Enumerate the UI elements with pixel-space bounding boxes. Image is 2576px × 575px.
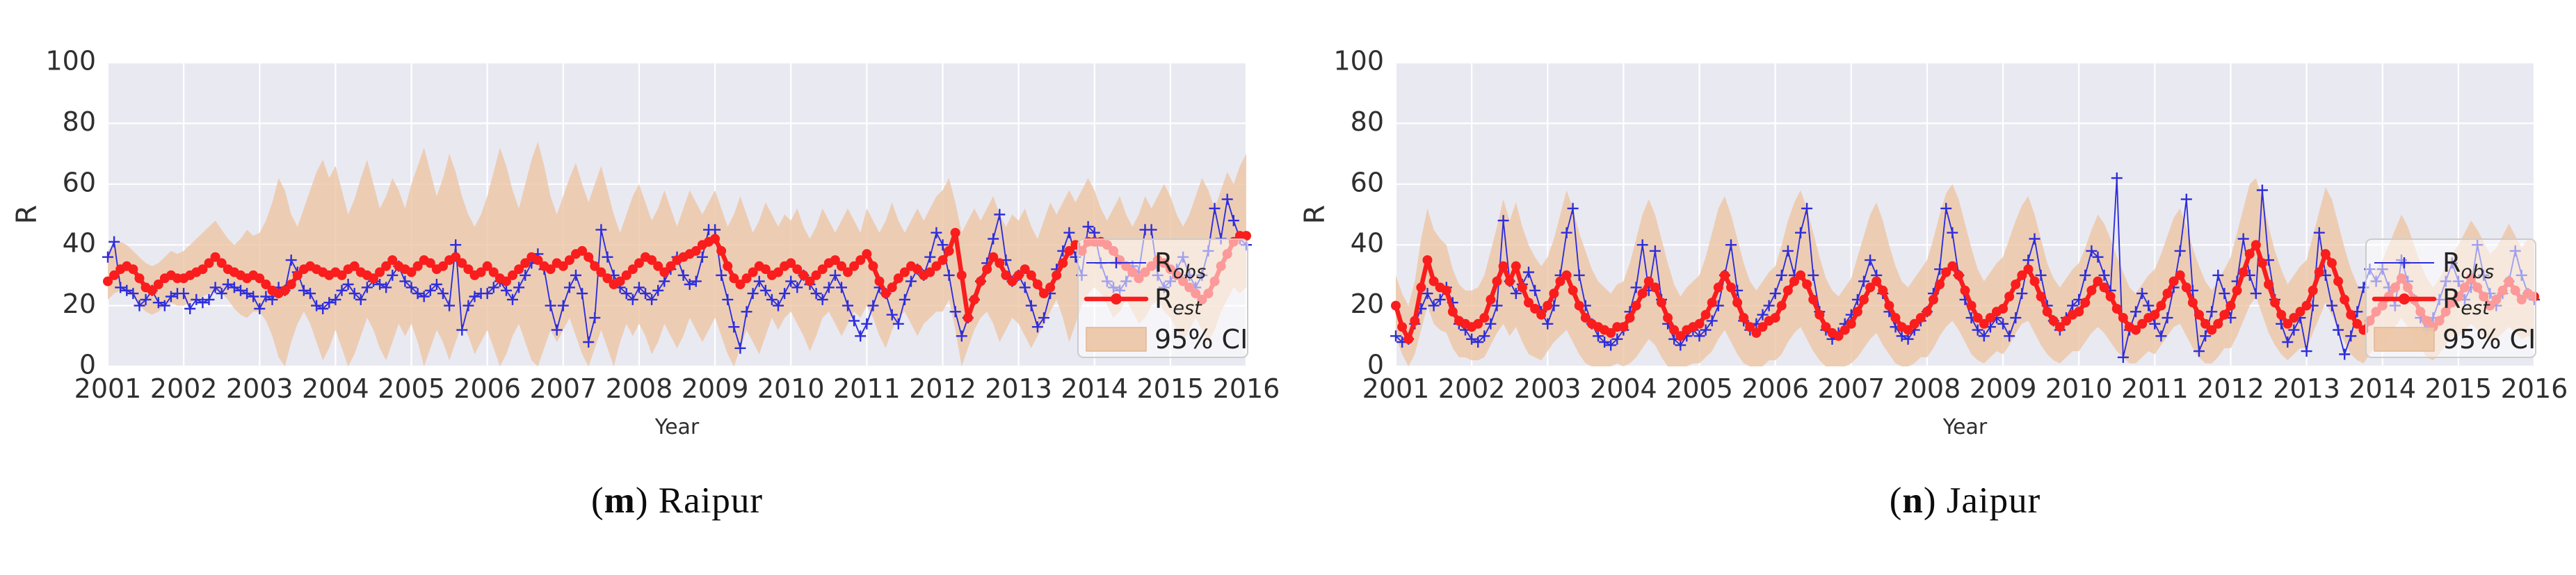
x-tick-label: 2002	[150, 373, 218, 404]
legend-label: Robs	[1154, 248, 1206, 283]
jaipur-chart: 0 20 40 60 80 100 2001 2002 2003 2004 2005 2006 2007…	[1299, 46, 2568, 440]
caption-letter: m	[604, 480, 636, 521]
caption-raipur: (m) Raipur	[108, 480, 1246, 521]
caption-paren-close: )	[1923, 480, 1947, 521]
x-tick-label: 2007	[529, 373, 597, 404]
caption-paren-open: (	[1889, 480, 1903, 521]
legend-est-dot-icon	[1111, 293, 1122, 305]
y-tick-label: 20	[63, 289, 96, 319]
x-tick-label: 2007	[1817, 373, 1885, 404]
x-tick-label: 2011	[833, 373, 901, 404]
x-tick-label: 2009	[682, 373, 749, 404]
legend-est-dot-icon	[2399, 293, 2410, 305]
legend-label: Rest	[2442, 284, 2490, 319]
x-tick-label: 2016	[2501, 373, 2568, 404]
x-tick-label: 2013	[985, 373, 1052, 404]
figure-panel-raipur: 0 20 40 60 80 100 2001 2002 2003 2004 2005 2006 2007…	[11, 46, 1280, 521]
x-tick-label: 2013	[2273, 373, 2340, 404]
x-tick-label: 2009	[1970, 373, 2037, 404]
legend-ci-patch-icon	[1086, 327, 1147, 352]
y-tick-label: 40	[1351, 228, 1384, 259]
y-tick-label: 100	[1333, 46, 1384, 76]
y-tick-label: 60	[1351, 167, 1384, 197]
caption-city: Jaipur	[1946, 480, 2041, 521]
legend-label: 95% CI	[1154, 324, 1248, 355]
y-tick-label: 80	[63, 106, 96, 137]
x-tick-label: 2003	[1514, 373, 1581, 404]
x-tick-label: 2014	[2349, 373, 2416, 404]
x-tick-label: 2004	[1590, 373, 1657, 404]
x-tick-label: 2014	[1061, 373, 1128, 404]
x-tick-label: 2005	[378, 373, 445, 404]
x-tick-label: 2010	[2045, 373, 2113, 404]
y-tick-label: 80	[1351, 106, 1384, 137]
x-tick-label: 2010	[757, 373, 825, 404]
x-tick-label: 2006	[1741, 373, 1809, 404]
x-tick-label: 2001	[1362, 373, 1430, 404]
y-tick-label: 20	[1351, 289, 1384, 319]
x-axis-label: Year	[654, 415, 700, 439]
caption-jaipur: (n) Jaipur	[1396, 480, 2534, 521]
legend-label: Robs	[2442, 248, 2494, 283]
legend-obs-plus-icon	[1111, 257, 1122, 268]
x-tick-label: 2015	[2425, 373, 2493, 404]
y-axis-label: R	[1299, 205, 1331, 225]
x-tick-label: 2012	[909, 373, 976, 404]
raipur-chart: 0 20 40 60 80 100 2001 2002 2003 2004 2005 2006 2007…	[11, 46, 1280, 440]
x-tick-label: 2011	[2121, 373, 2189, 404]
x-tick-label: 2008	[606, 373, 673, 404]
x-tick-label: 2002	[1438, 373, 1506, 404]
y-axis-label: R	[11, 205, 43, 225]
x-tick-label: 2006	[453, 373, 521, 404]
y-tick-label: 100	[45, 46, 96, 76]
x-tick-label: 2001	[74, 373, 142, 404]
ci-band	[1396, 178, 2534, 366]
x-tick-label: 2016	[1213, 373, 1280, 404]
x-tick-label: 2015	[1137, 373, 1205, 404]
y-tick-label: 60	[63, 167, 96, 197]
x-tick-label: 2003	[226, 373, 293, 404]
caption-paren-open: (	[591, 480, 604, 521]
legend-label: 95% CI	[2442, 324, 2536, 355]
y-tick-label: 0	[79, 350, 96, 380]
rest-circle-markers	[1391, 240, 2539, 344]
caption-city: Raipur	[658, 480, 763, 521]
legend-obs-plus-icon	[2399, 257, 2410, 268]
legend-ci-patch-icon	[2374, 327, 2435, 352]
x-tick-label: 2004	[302, 373, 369, 404]
y-tick-label: 40	[63, 228, 96, 259]
x-axis-label: Year	[1942, 415, 1988, 439]
caption-letter: n	[1902, 480, 1924, 521]
legend-label: Rest	[1154, 284, 1202, 319]
figure-panel-jaipur: 0 20 40 60 80 100 2001 2002 2003 2004 2005 2006 2007…	[1288, 0, 2576, 575]
caption-paren-close: )	[635, 480, 659, 521]
x-tick-label: 2012	[2197, 373, 2264, 404]
rest-circle-markers	[103, 227, 1252, 323]
x-tick-label: 2005	[1666, 373, 1733, 404]
y-tick-label: 0	[1367, 350, 1384, 380]
x-tick-label: 2008	[1894, 373, 1961, 404]
